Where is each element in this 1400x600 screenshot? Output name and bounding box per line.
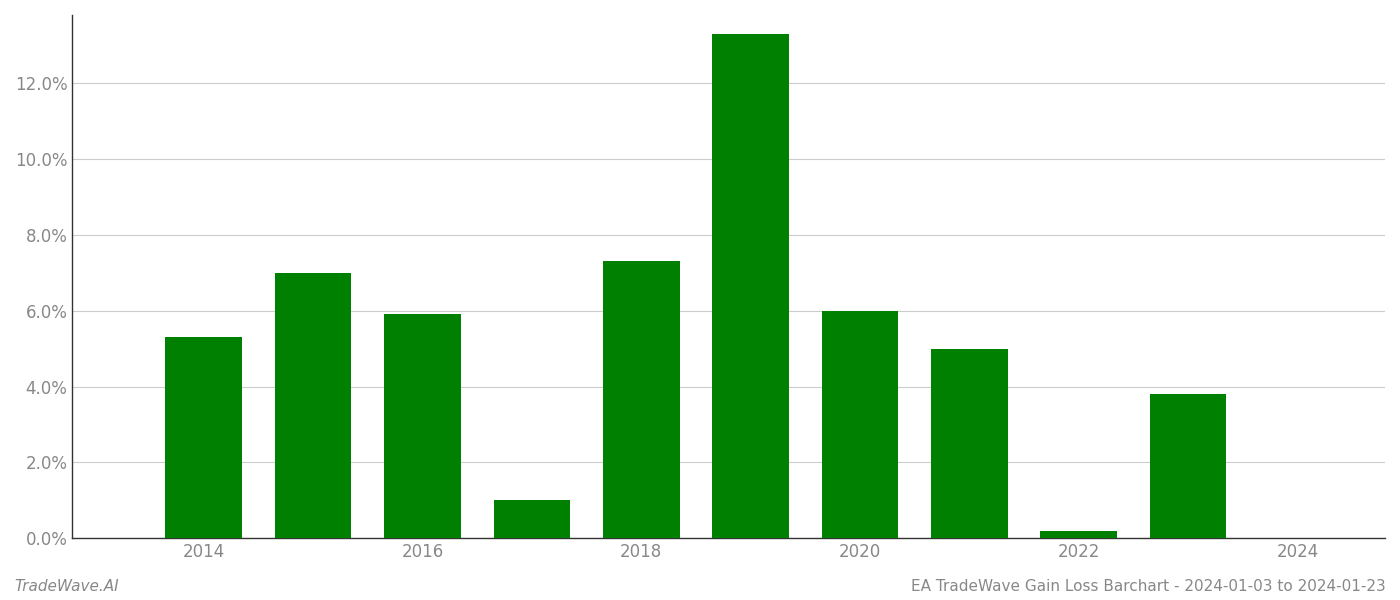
Bar [384, 314, 461, 538]
Bar [931, 349, 1008, 538]
Bar [1040, 530, 1117, 538]
Text: TradeWave.AI: TradeWave.AI [14, 579, 119, 594]
Bar [713, 34, 788, 538]
Bar [274, 273, 351, 538]
Bar [822, 311, 899, 538]
Bar [494, 500, 570, 538]
Bar [1149, 394, 1226, 538]
Text: EA TradeWave Gain Loss Barchart - 2024-01-03 to 2024-01-23: EA TradeWave Gain Loss Barchart - 2024-0… [911, 579, 1386, 594]
Bar [165, 337, 242, 538]
Bar [603, 262, 679, 538]
